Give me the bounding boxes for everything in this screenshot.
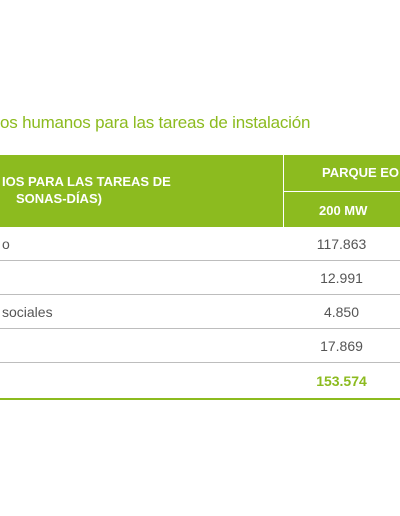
table-row: 17.869: [0, 329, 400, 363]
row-value: 117.863: [316, 236, 367, 252]
row-divider: [0, 362, 400, 363]
row-divider: [0, 260, 400, 261]
header-column-group: PARQUE EO: [322, 165, 400, 180]
data-table: IOS PARA LAS TAREAS DE SONAS-DÍAS) PARQU…: [0, 155, 400, 400]
table-row: sociales 4.850: [0, 295, 400, 329]
header-label-line-1: IOS PARA LAS TAREAS DE: [2, 174, 171, 189]
header-column-200mw: 200 MW: [319, 203, 368, 218]
table-row: 12.991: [0, 261, 400, 295]
table-row: o 117.863: [0, 227, 400, 261]
row-value: 17.869: [320, 338, 363, 354]
header-divider-horizontal: [283, 191, 400, 192]
total-divider: [0, 398, 400, 400]
header-label-line-2: SONAS-DÍAS): [16, 191, 102, 206]
table-total-row: 153.574: [0, 363, 400, 400]
total-value: 153.574: [316, 373, 367, 389]
row-value: 12.991: [320, 270, 363, 286]
row-label: sociales: [2, 304, 53, 320]
row-divider: [0, 294, 400, 295]
table-title: os humanos para las tareas de instalació…: [0, 113, 311, 132]
row-divider: [0, 328, 400, 329]
table-header: IOS PARA LAS TAREAS DE SONAS-DÍAS) PARQU…: [0, 155, 400, 227]
row-label: o: [2, 236, 10, 252]
row-value: 4.850: [323, 304, 360, 320]
